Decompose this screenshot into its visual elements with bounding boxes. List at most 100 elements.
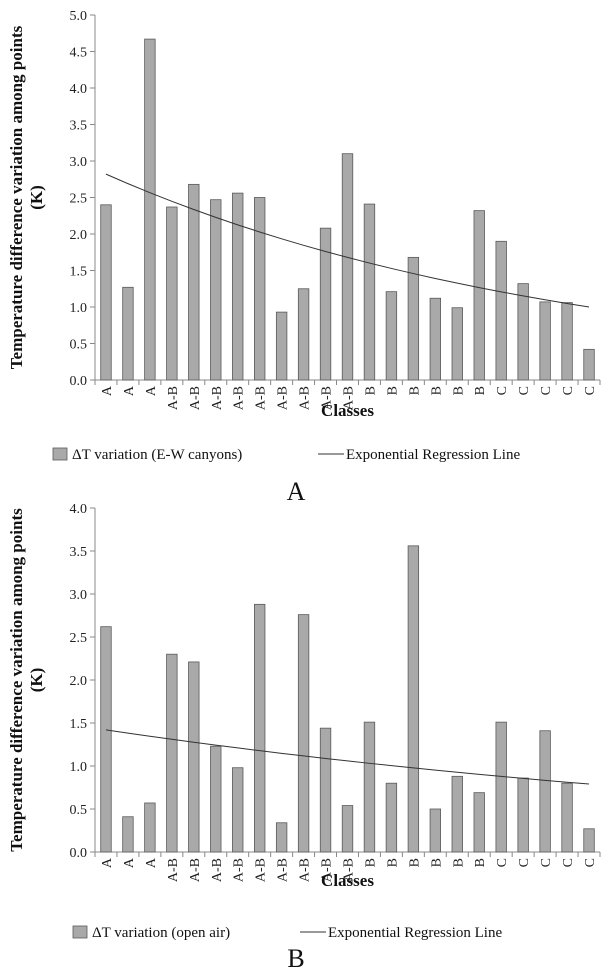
- bar: [253, 603, 266, 853]
- x-tick-label: A-B: [298, 858, 313, 882]
- bar: [473, 792, 485, 853]
- legend-label-series: ΔT variation (open air): [92, 925, 230, 941]
- x-tick-label: B: [407, 858, 422, 867]
- x-tick-label: B: [429, 858, 444, 867]
- x-tick-label: B: [385, 858, 400, 867]
- bar: [122, 816, 134, 853]
- x-tick-label: B: [451, 858, 466, 867]
- y-tick-label: 0.0: [70, 374, 88, 389]
- bar: [232, 192, 244, 381]
- x-tick-label: A-B: [166, 858, 181, 882]
- bar: [188, 661, 200, 853]
- x-tick-label: C: [583, 858, 598, 867]
- x-tick-label: A: [122, 385, 137, 396]
- y-tick-label: 1.5: [70, 265, 88, 280]
- x-tick-label: A-B: [342, 858, 357, 882]
- x-tick-label: A: [100, 857, 115, 868]
- y-tick-label: 5.0: [70, 9, 88, 24]
- y-tick-label: 3.5: [70, 545, 88, 560]
- bar: [561, 782, 573, 853]
- x-tick-label: B: [473, 386, 488, 395]
- bar: [166, 653, 178, 853]
- x-tick-label: A-B: [254, 858, 269, 882]
- legend-label-series: ΔT variation (E-W canyons): [72, 447, 242, 463]
- bar: [429, 297, 441, 381]
- bar: [341, 153, 354, 381]
- bar: [210, 745, 222, 853]
- legend-label-regression: Exponential Regression Line: [328, 925, 502, 941]
- y-tick-label: 0.5: [70, 803, 88, 818]
- chart-panel-a: 0.00.51.01.52.02.53.03.54.04.55.0A A A A-B A…: [7, 9, 601, 506]
- x-tick-label: A: [100, 385, 115, 396]
- y-tick-label: 0.5: [70, 338, 88, 353]
- bar: [385, 291, 398, 381]
- y-tick-label: 2.5: [70, 192, 88, 207]
- x-tick-label: A-B: [232, 858, 247, 882]
- y-tick-label: 2.0: [70, 674, 88, 689]
- bar: [561, 302, 573, 381]
- x-tick-label: C: [517, 858, 532, 867]
- x-axis-title: Classes: [321, 871, 374, 890]
- bar: [232, 767, 244, 853]
- bar: [144, 802, 156, 853]
- x-tick-label: A-B: [188, 858, 203, 882]
- x-tick-label: A: [122, 857, 137, 868]
- bar: [407, 256, 420, 381]
- bar: [297, 614, 310, 853]
- panel-label: A: [287, 477, 306, 506]
- x-tick-label: B: [407, 386, 422, 395]
- bar: [363, 721, 376, 853]
- x-tick-label: B: [451, 386, 466, 395]
- bar: [385, 782, 398, 853]
- x-tick-label: A-B: [320, 858, 335, 882]
- legend-label-regression: Exponential Regression Line: [346, 447, 520, 463]
- bar: [319, 727, 332, 853]
- y-tick-label: 3.0: [70, 155, 88, 170]
- y-tick-label: 1.0: [70, 760, 88, 775]
- x-axis-title: Classes: [321, 401, 374, 420]
- x-tick-label: B: [363, 386, 378, 395]
- x-tick-label: A-B: [254, 386, 269, 410]
- x-tick-label: C: [517, 386, 532, 395]
- x-tick-label: B: [473, 858, 488, 867]
- bar: [253, 197, 266, 381]
- y-tick-label: 4.0: [70, 82, 88, 97]
- bar: [495, 721, 507, 853]
- x-tick-label: A-B: [320, 386, 335, 410]
- x-tick-label: A-B: [210, 858, 225, 882]
- x-tick-label: C: [539, 386, 554, 395]
- bar: [275, 311, 288, 381]
- x-tick-label: A: [144, 385, 159, 396]
- legend-swatch-bar: [52, 447, 68, 461]
- y-tick-label: 3.0: [70, 588, 88, 603]
- bar: [407, 545, 420, 853]
- bar: [319, 227, 332, 381]
- bar: [100, 204, 112, 381]
- regression-line: [105, 173, 590, 308]
- bar: [297, 288, 310, 381]
- x-tick-label: C: [539, 858, 554, 867]
- bar: [144, 38, 156, 381]
- bar: [517, 283, 529, 381]
- y-axis-title: Temperature difference variation among p…: [7, 25, 46, 369]
- x-tick-label: A-B: [276, 858, 291, 882]
- x-tick-label: A-B: [276, 386, 291, 410]
- panel-label: B: [287, 944, 304, 969]
- bar: [210, 199, 222, 381]
- x-tick-label: B: [429, 386, 444, 395]
- y-tick-label: 4.0: [70, 502, 88, 517]
- x-tick-label: C: [495, 858, 510, 867]
- y-tick-label: 1.0: [70, 301, 88, 316]
- x-tick-label: A-B: [342, 386, 357, 410]
- bar: [451, 775, 463, 853]
- x-tick-label: A: [144, 857, 159, 868]
- bar: [495, 240, 507, 381]
- bar: [100, 626, 112, 853]
- y-tick-label: 2.0: [70, 228, 88, 243]
- bar: [539, 301, 551, 381]
- y-axis-title: Temperature difference variation among p…: [7, 508, 46, 852]
- bar: [166, 206, 178, 381]
- bar: [341, 805, 354, 853]
